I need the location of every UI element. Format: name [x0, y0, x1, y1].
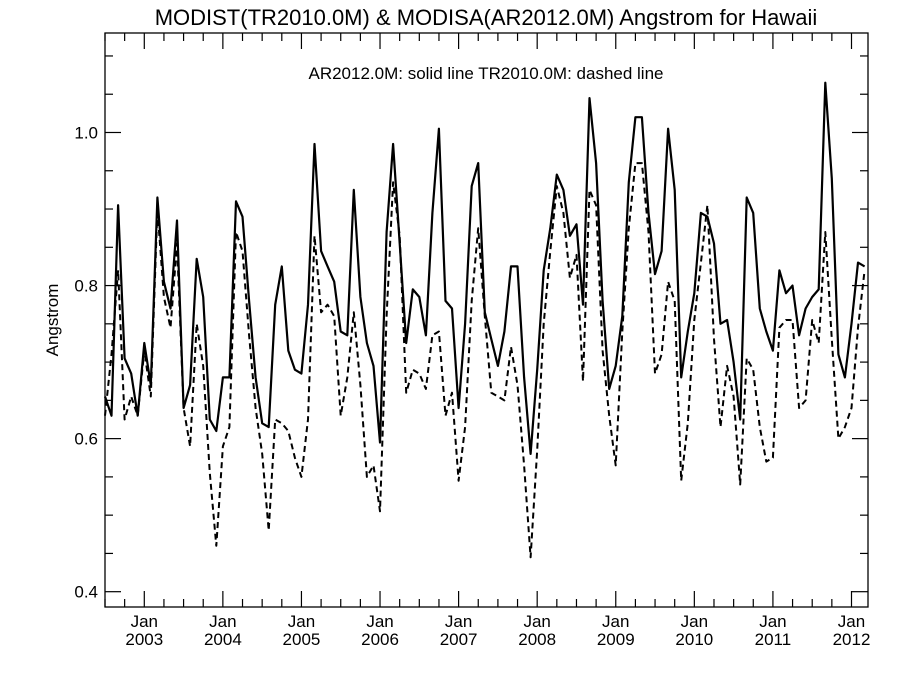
x-tick-month-label: Jan — [366, 612, 393, 631]
x-tick-month-label: Jan — [681, 612, 708, 631]
x-tick-month-label: Jan — [288, 612, 315, 631]
y-tick-label: 0.8 — [74, 277, 98, 296]
tick-labels: 0.40.60.81.0Jan2003Jan2004Jan2005Jan2006… — [74, 123, 870, 649]
x-tick-month-label: Jan — [523, 612, 550, 631]
chart-title: MODIST(TR2010.0M) & MODISA(AR2012.0M) An… — [155, 5, 818, 30]
x-tick-year-label: 2006 — [361, 630, 399, 649]
series-line-tr2010-0m — [104, 162, 866, 559]
x-tick-year-label: 2009 — [597, 630, 635, 649]
x-tick-month-label: Jan — [445, 612, 472, 631]
axis-ticks — [104, 33, 868, 607]
x-tick-year-label: 2005 — [283, 630, 321, 649]
x-tick-year-label: 2008 — [518, 630, 556, 649]
x-tick-month-label: Jan — [131, 612, 158, 631]
x-tick-month-label: Jan — [759, 612, 786, 631]
y-axis-label: Angstrom — [43, 284, 62, 357]
y-tick-label: 0.6 — [74, 430, 98, 449]
y-tick-label: 0.4 — [74, 583, 98, 602]
x-tick-month-label: Jan — [602, 612, 629, 631]
x-tick-year-label: 2010 — [675, 630, 713, 649]
y-tick-label: 1.0 — [74, 123, 98, 142]
legend-text: AR2012.0M: solid line TR2010.0M: dashed … — [308, 64, 663, 83]
series-line-ar2012-0m — [103, 81, 866, 455]
x-tick-year-label: 2004 — [204, 630, 242, 649]
x-tick-year-label: 2012 — [833, 630, 871, 649]
x-tick-year-label: 2007 — [440, 630, 478, 649]
x-tick-month-label: Jan — [209, 612, 236, 631]
x-tick-year-label: 2003 — [125, 630, 163, 649]
x-tick-year-label: 2011 — [755, 630, 792, 649]
x-tick-month-label: Jan — [838, 612, 865, 631]
series-lines — [103, 81, 866, 559]
plot-frame — [104, 32, 869, 608]
